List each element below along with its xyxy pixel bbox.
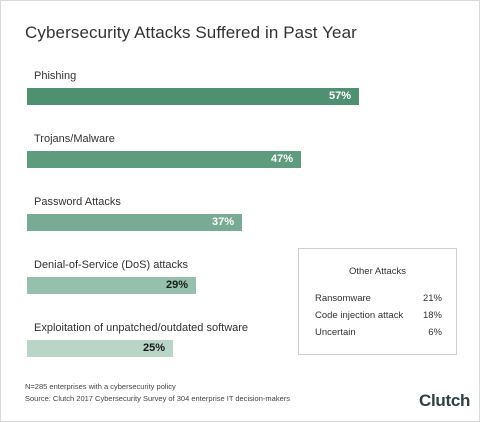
footnote-sample: N=285 enterprises with a cybersecurity p… [25, 382, 176, 391]
other-attack-name: Code injection attack [315, 310, 404, 321]
clutch-logo: Clutch [419, 391, 471, 410]
other-attack-name: Uncertain [315, 327, 356, 338]
other-attack-value: 21% [422, 293, 442, 304]
bar [27, 277, 196, 294]
other-attacks-title: Other Attacks [348, 266, 407, 277]
category-label: Phishing [34, 70, 77, 82]
bar-value-label: 37% [211, 216, 234, 228]
bar [27, 88, 359, 105]
other-attack-name: Ransomware [315, 293, 371, 304]
other-attack-value: 6% [428, 327, 442, 338]
footnote-source: Source: Clutch 2017 Cybersecurity Survey… [25, 394, 290, 403]
other-attacks-panel: Other Attacks Ransomware 21% Code inject… [298, 248, 457, 355]
bar-value-label: 25% [142, 342, 165, 354]
category-label: Exploitation of unpatched/outdated softw… [34, 322, 249, 334]
category-label: Password Attacks [34, 196, 121, 208]
bar-value-label: 47% [270, 153, 293, 165]
other-attack-value: 18% [422, 310, 442, 321]
bar-value-label: 57% [328, 90, 351, 102]
chart-title: Cybersecurity Attacks Suffered in Past Y… [25, 23, 357, 42]
category-label: Trojans/Malware [34, 133, 115, 145]
category-label: Denial-of-Service (DoS) attacks [34, 259, 189, 271]
bar [27, 214, 242, 231]
bar [27, 340, 173, 357]
bar-value-label: 29% [165, 279, 188, 291]
bar [27, 151, 301, 168]
